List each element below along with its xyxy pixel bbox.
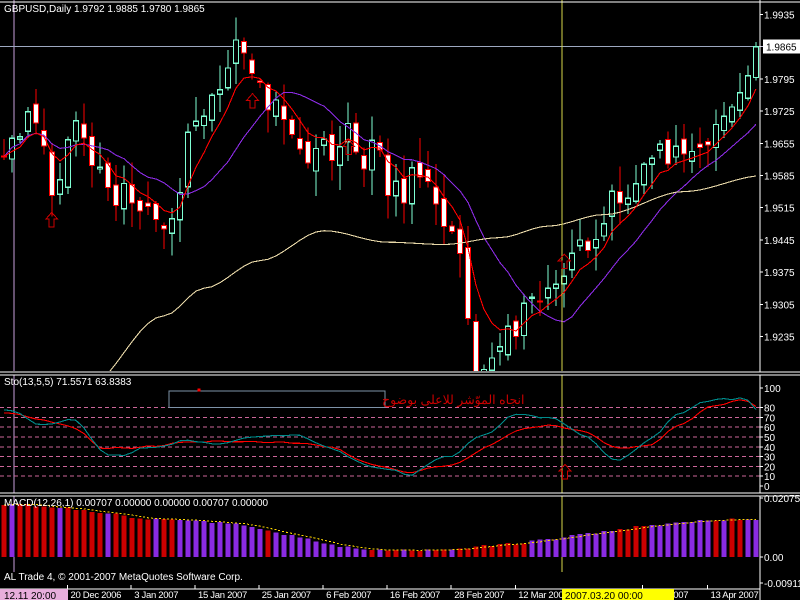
svg-text:100: 100 [764,384,781,395]
svg-text:1.9795: 1.9795 [764,75,795,86]
svg-text:GBPUSD,Daily 1.9792 1.9885 1: GBPUSD,Daily 1.9792 1.9885 1.9780 1.9865 [4,4,205,15]
svg-text:16 Feb 2007: 16 Feb 2007 [390,590,440,600]
svg-text:20 Dec 2006: 20 Dec 2006 [71,590,122,600]
svg-text:1.9725: 1.9725 [764,107,795,118]
svg-text:1.9585: 1.9585 [764,172,795,183]
svg-text:0.02075: 0.02075 [764,494,800,505]
svg-text:0.00: 0.00 [764,553,784,564]
svg-text:13 Apr 2007: 13 Apr 2007 [711,590,759,600]
svg-text:1.9515: 1.9515 [764,204,795,215]
svg-text:1.9235: 1.9235 [764,333,795,344]
svg-text:0: 0 [764,482,770,493]
svg-text:2007.03.20 00:00: 2007.03.20 00:00 [565,591,643,600]
svg-text:6 Feb 2007: 6 Feb 2007 [326,590,371,600]
svg-text:1.9655: 1.9655 [764,139,795,150]
svg-text:1.9375: 1.9375 [764,268,795,279]
svg-text:1.9305: 1.9305 [764,300,795,311]
svg-text:انجاه الموّشر للاعلى بوضوح: انجاه الموّشر للاعلى بوضوح [382,393,525,408]
svg-text:12.11 20:00: 12.11 20:00 [4,591,57,600]
svg-text:AL Trade 4, © 2001-2007 MetaQu: AL Trade 4, © 2001-2007 MetaQuotes Softw… [4,572,243,583]
svg-text:28 Feb 2007: 28 Feb 2007 [454,590,504,600]
svg-text:MACD(12,26,1) 0.00707 0.00000: MACD(12,26,1) 0.00707 0.00000 0.00000 0.… [4,498,269,509]
svg-text:Sto(13,5,5) 71.5571 63.8383: Sto(13,5,5) 71.5571 63.8383 [4,377,132,388]
svg-text:15 Jan 2007: 15 Jan 2007 [198,590,247,600]
svg-text:25 Jan 2007: 25 Jan 2007 [262,590,311,600]
svg-text:1.9865: 1.9865 [766,43,797,54]
svg-text:12 Mar 2007: 12 Mar 2007 [518,590,568,600]
svg-text:-0.00911: -0.00911 [764,579,800,590]
svg-text:3 Jan 2007: 3 Jan 2007 [134,590,178,600]
svg-text:1.9445: 1.9445 [764,236,795,247]
svg-text:1.9935: 1.9935 [764,11,795,22]
